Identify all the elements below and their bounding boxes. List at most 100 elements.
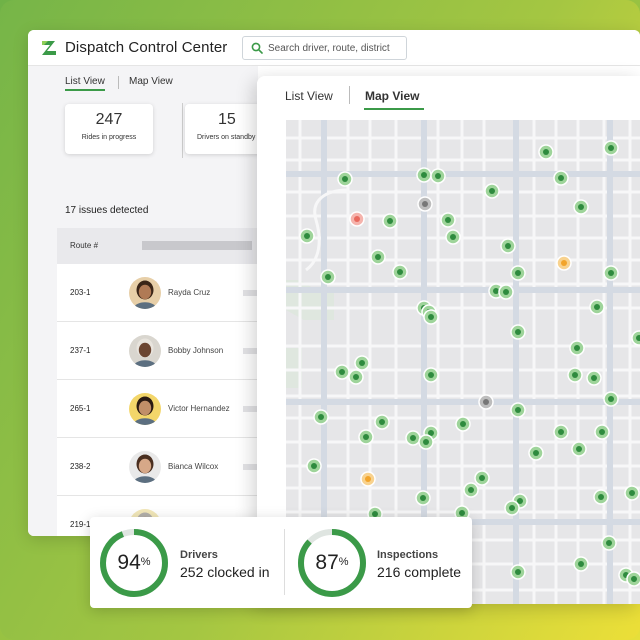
driver-marker-dot[interactable]: [372, 511, 378, 517]
driver-marker-dot[interactable]: [428, 314, 434, 320]
driver-marker-dot[interactable]: [578, 204, 584, 210]
search-box[interactable]: [242, 36, 407, 60]
tab-divider: [349, 86, 350, 104]
stat-value: 247: [95, 111, 123, 128]
map-window: List View Map View: [257, 76, 640, 604]
driver-marker-dot[interactable]: [445, 217, 451, 223]
driver-marker-dot[interactable]: [572, 372, 578, 378]
table-row[interactable]: 237-1 Bobby Johnson: [57, 322, 258, 380]
driver-marker-dot[interactable]: [576, 446, 582, 452]
driver-marker-dot[interactable]: [479, 475, 485, 481]
driver-marker-dot[interactable]: [420, 495, 426, 501]
driver-marker-dot[interactable]: [631, 576, 637, 582]
drivers-percent: 94%: [117, 551, 151, 574]
column-route[interactable]: Route #: [70, 241, 99, 250]
driver-marker-dot[interactable]: [304, 233, 310, 239]
avatar: [129, 335, 161, 367]
driver-marker-dot[interactable]: [460, 421, 466, 427]
search-icon: [251, 42, 263, 54]
route-number: 219-1: [70, 520, 91, 529]
drivers-on-standby-card[interactable]: 15 Drivers on standby: [185, 104, 265, 154]
app-title: Dispatch Control Center: [65, 39, 228, 56]
driver-marker-dot[interactable]: [311, 463, 317, 469]
driver-marker-dot[interactable]: [591, 375, 597, 381]
driver-marker-dot[interactable]: [629, 490, 635, 496]
driver-marker-dot[interactable]: [428, 430, 434, 436]
drivers-ring: [100, 529, 168, 597]
driver-marker-dot[interactable]: [428, 372, 434, 378]
driver-marker-dot[interactable]: [515, 270, 521, 276]
drivers-value: 252 clocked in: [180, 564, 270, 580]
driver-marker-dot[interactable]: [608, 145, 614, 151]
rides-in-progress-card[interactable]: 247 Rides in progress: [65, 104, 153, 154]
driver-marker-dot[interactable]: [435, 173, 441, 179]
driver-marker-dot[interactable]: [594, 304, 600, 310]
tab-list-view[interactable]: List View: [285, 89, 333, 103]
driver-marker-dot[interactable]: [450, 234, 456, 240]
driver-marker-dot[interactable]: [558, 175, 564, 181]
driver-marker-dot[interactable]: [379, 419, 385, 425]
inactive-driver-marker-dot[interactable]: [422, 201, 428, 207]
driver-marker-dot[interactable]: [342, 176, 348, 182]
driver-marker-dot[interactable]: [606, 540, 612, 546]
table-row[interactable]: 265-1 Victor Hernandez: [57, 380, 258, 438]
tab-list-view[interactable]: List View: [65, 76, 105, 91]
driver-marker-dot[interactable]: [599, 429, 605, 435]
inspections-percent: 87%: [315, 551, 349, 574]
driver-marker-dot[interactable]: [515, 407, 521, 413]
driver-marker-dot[interactable]: [387, 218, 393, 224]
driver-marker-dot[interactable]: [503, 289, 509, 295]
driver-marker-dot[interactable]: [558, 429, 564, 435]
warning-driver-marker-dot[interactable]: [561, 260, 567, 266]
driver-marker-dot[interactable]: [421, 172, 427, 178]
driver-marker-dot[interactable]: [533, 450, 539, 456]
driver-marker-dot[interactable]: [608, 396, 614, 402]
column-placeholder: [142, 241, 252, 250]
driver-marker-dot[interactable]: [375, 254, 381, 260]
driver-marker-dot[interactable]: [318, 414, 324, 420]
route-number: 238-2: [70, 462, 91, 471]
driver-marker-dot[interactable]: [509, 505, 515, 511]
driver-marker-dot[interactable]: [468, 487, 474, 493]
driver-marker-dot[interactable]: [515, 329, 521, 335]
driver-name: Bianca Wilcox: [168, 462, 219, 471]
title-bar: Dispatch Control Center: [28, 30, 640, 66]
driver-marker-dot[interactable]: [339, 369, 345, 375]
z-logo-icon: [40, 39, 58, 57]
table-row[interactable]: 203-1 Rayda Cruz: [57, 264, 258, 322]
driver-marker-dot[interactable]: [423, 439, 429, 445]
driver-marker-dot[interactable]: [574, 345, 580, 351]
driver-marker-dot[interactable]: [517, 498, 523, 504]
driver-marker-dot[interactable]: [489, 188, 495, 194]
driver-marker-dot[interactable]: [325, 274, 331, 280]
list-panel: List View Map View 247 Rides in progress…: [28, 66, 265, 536]
stats-widget: 94% Drivers 252 clocked in 87% Inspectio…: [90, 517, 472, 608]
driver-marker-dot[interactable]: [543, 149, 549, 155]
driver-marker-dot[interactable]: [578, 561, 584, 567]
widget-divider: [284, 529, 285, 595]
table-row[interactable]: 238-2 Bianca Wilcox: [57, 438, 258, 496]
warning-driver-marker-dot[interactable]: [365, 476, 371, 482]
driver-marker-dot[interactable]: [353, 374, 359, 380]
drivers-label: Drivers: [180, 549, 218, 561]
alert-driver-marker-dot[interactable]: [354, 216, 360, 222]
tab-map-view[interactable]: Map View: [129, 76, 173, 87]
map-tabs: List View Map View: [257, 76, 640, 120]
map[interactable]: [286, 120, 640, 604]
driver-marker-dot[interactable]: [636, 335, 640, 341]
driver-marker-dot[interactable]: [397, 269, 403, 275]
driver-marker-dot[interactable]: [505, 243, 511, 249]
driver-marker-dot[interactable]: [608, 270, 614, 276]
driver-marker-dot[interactable]: [459, 510, 465, 516]
driver-marker-dot[interactable]: [493, 288, 499, 294]
tab-map-view[interactable]: Map View: [365, 89, 420, 103]
inspections-ring: [298, 529, 366, 597]
inactive-driver-marker-dot[interactable]: [483, 399, 489, 405]
driver-marker-dot[interactable]: [363, 434, 369, 440]
driver-marker-dot[interactable]: [359, 360, 365, 366]
search-input[interactable]: [268, 40, 403, 56]
stats-divider: [182, 103, 183, 158]
driver-marker-dot[interactable]: [515, 569, 521, 575]
driver-marker-dot[interactable]: [410, 435, 416, 441]
driver-marker-dot[interactable]: [598, 494, 604, 500]
